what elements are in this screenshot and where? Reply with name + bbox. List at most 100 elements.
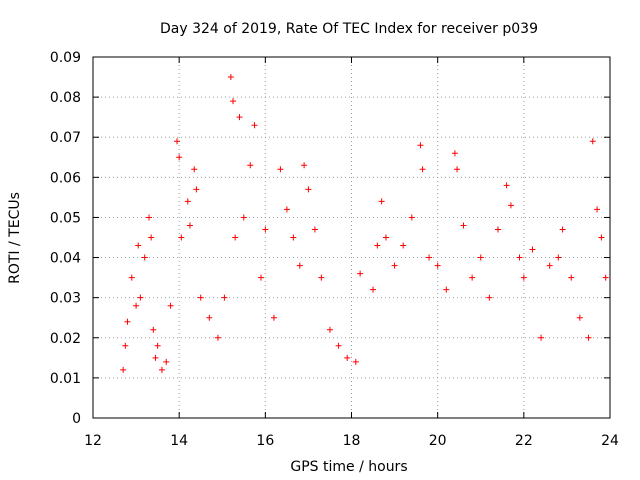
data-point: [426, 254, 433, 261]
data-point: [434, 262, 441, 269]
data-point: [311, 226, 318, 233]
data-point: [460, 222, 467, 229]
data-point: [378, 198, 385, 205]
data-point: [122, 342, 129, 349]
data-point: [507, 202, 514, 209]
data-point: [290, 234, 297, 241]
data-point: [240, 214, 247, 221]
data-point: [128, 274, 135, 281]
data-point: [146, 214, 153, 221]
data-point: [469, 274, 476, 281]
data-point: [546, 262, 553, 269]
data-point: [227, 74, 234, 81]
data-point: [559, 226, 566, 233]
data-point: [451, 150, 458, 157]
data-point: [152, 354, 159, 361]
data-point: [133, 302, 140, 309]
data-point: [408, 214, 415, 221]
data-point: [262, 226, 269, 233]
data-point: [193, 186, 200, 193]
data-point: [158, 366, 165, 373]
data-point: [301, 162, 308, 169]
data-point: [326, 326, 333, 333]
data-point: [174, 138, 181, 145]
data-point: [167, 302, 174, 309]
data-point: [232, 234, 239, 241]
data-point: [516, 254, 523, 261]
data-point: [520, 274, 527, 281]
data-point: [247, 162, 254, 169]
data-point: [494, 226, 501, 233]
data-point: [283, 206, 290, 213]
x-tick-label: 18: [343, 433, 361, 449]
y-tick-label: 0.08: [50, 90, 81, 106]
y-tick-label: 0.02: [50, 331, 81, 347]
y-tick-label: 0.01: [50, 371, 81, 387]
data-point: [357, 270, 364, 277]
y-tick-label: 0.03: [50, 291, 81, 307]
axis-ticks: [92, 56, 611, 419]
x-tick-label: 22: [515, 433, 533, 449]
data-point: [221, 294, 228, 301]
y-axis-label: ROTI / TECUs: [7, 192, 23, 284]
y-tick-label: 0: [72, 411, 81, 427]
data-point: [417, 142, 424, 149]
data-point: [148, 234, 155, 241]
y-tick-label: 0.07: [50, 130, 81, 146]
data-point: [318, 274, 325, 281]
data-point: [137, 294, 144, 301]
data-point: [154, 342, 161, 349]
data-point: [503, 182, 510, 189]
data-point: [602, 274, 609, 281]
data-point: [184, 198, 191, 205]
data-point: [197, 294, 204, 301]
data-point: [594, 206, 601, 213]
data-point: [555, 254, 562, 261]
x-tick-label: 12: [84, 433, 102, 449]
grid: [93, 57, 610, 418]
data-point: [589, 138, 596, 145]
data-point: [296, 262, 303, 269]
data-point: [305, 186, 312, 193]
data-point: [141, 254, 148, 261]
data-point: [135, 242, 142, 249]
chart-title: Day 324 of 2019, Rate Of TEC Index for r…: [160, 21, 538, 37]
data-point: [191, 166, 198, 173]
data-point: [454, 166, 461, 173]
data-point: [258, 274, 265, 281]
data-point: [374, 242, 381, 249]
data-point: [538, 334, 545, 341]
data-point: [120, 366, 127, 373]
data-point: [124, 318, 131, 325]
x-tick-label: 24: [601, 433, 619, 449]
x-tick-label: 14: [170, 433, 188, 449]
data-points: [120, 74, 609, 373]
data-point: [529, 246, 536, 253]
y-tick-labels: 0 0.01 0.02 0.03 0.04 0.05 0.06 0.07 0.08 0.09: [50, 50, 81, 427]
data-point: [206, 314, 213, 321]
data-point: [486, 294, 493, 301]
data-point: [176, 154, 183, 161]
data-point: [598, 234, 605, 241]
data-point: [400, 242, 407, 249]
y-tick-label: 0.05: [50, 210, 81, 226]
data-point: [163, 358, 170, 365]
data-point: [335, 342, 342, 349]
y-tick-label: 0.06: [50, 170, 81, 186]
data-point: [419, 166, 426, 173]
data-point: [576, 314, 583, 321]
data-point: [277, 166, 284, 173]
data-point: [391, 262, 398, 269]
data-point: [443, 286, 450, 293]
x-axis-label: GPS time / hours: [290, 459, 407, 475]
data-point: [214, 334, 221, 341]
x-tick-label: 20: [429, 433, 447, 449]
data-point: [585, 334, 592, 341]
y-tick-label: 0.09: [50, 50, 81, 66]
data-point: [477, 254, 484, 261]
y-tick-label: 0.04: [50, 251, 81, 267]
data-point: [352, 358, 359, 365]
data-point: [344, 354, 351, 361]
data-point: [382, 234, 389, 241]
